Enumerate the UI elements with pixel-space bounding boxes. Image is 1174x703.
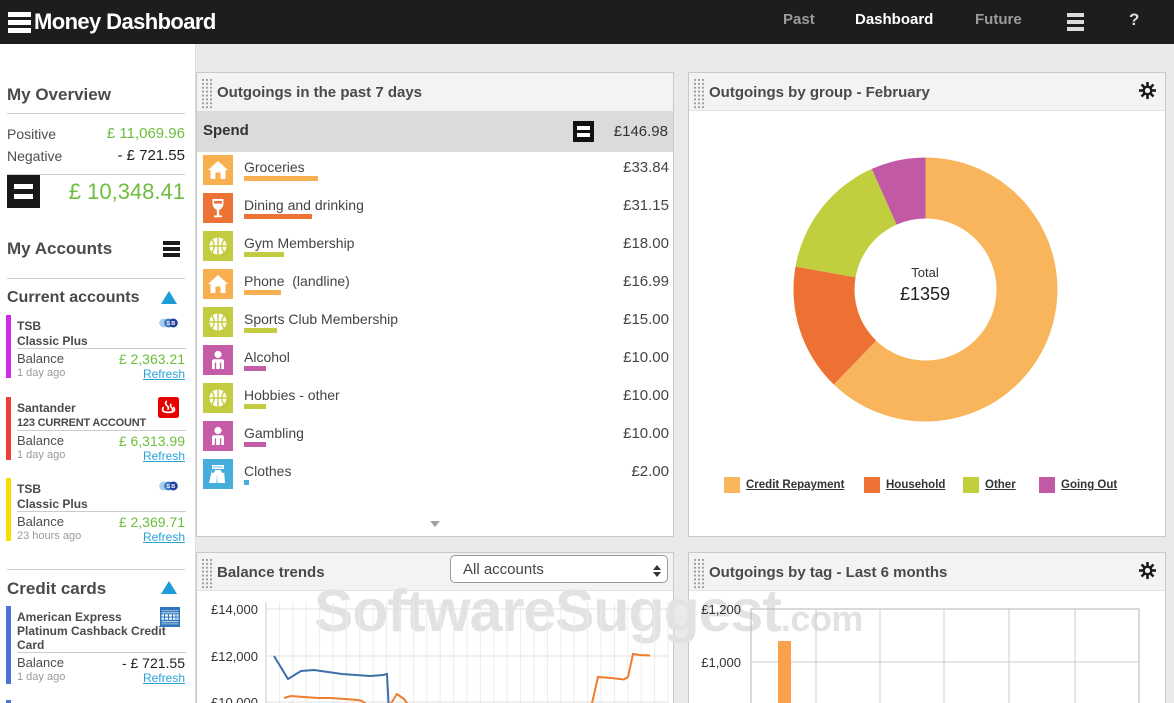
svg-text:£1,200: £1,200 bbox=[701, 602, 741, 617]
svg-text:S: S bbox=[167, 484, 171, 490]
svg-text:B: B bbox=[171, 484, 175, 490]
svg-text:B: B bbox=[171, 321, 175, 327]
svg-text:£10,000: £10,000 bbox=[211, 695, 258, 703]
svg-text:£12,000: £12,000 bbox=[211, 649, 258, 664]
svg-text:£14,000: £14,000 bbox=[211, 602, 258, 617]
svg-text:S: S bbox=[167, 321, 171, 327]
svg-text:£1,000: £1,000 bbox=[701, 655, 741, 670]
